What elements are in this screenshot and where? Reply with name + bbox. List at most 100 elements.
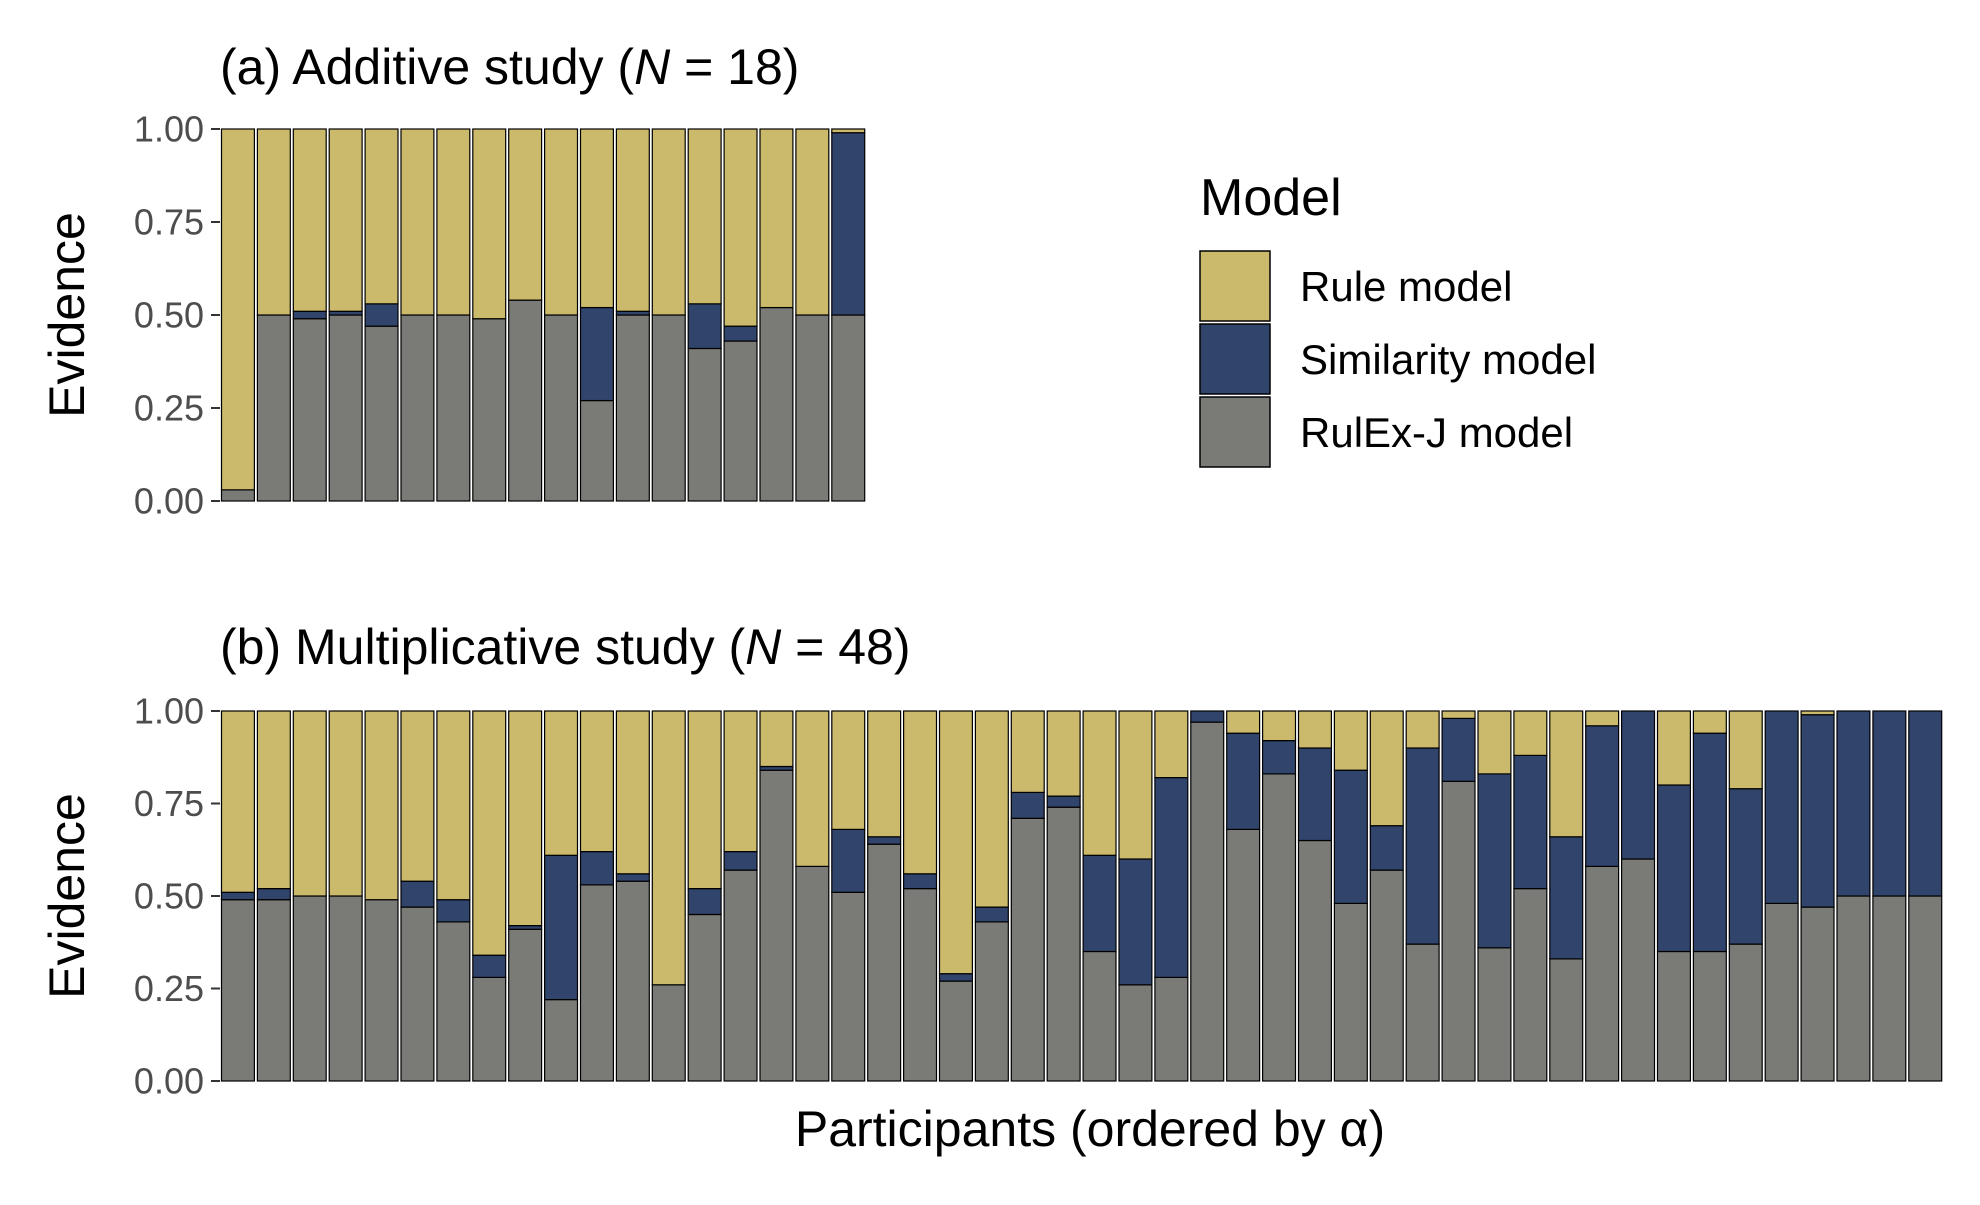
- panel-b-bar-rule: [1692, 710, 1727, 734]
- panel-b-x-axis-title: Participants (ordered by α): [795, 1101, 1385, 1157]
- panel-a-bar-rule: [795, 128, 830, 316]
- panel-b-bar-similarity: [1046, 795, 1081, 808]
- panel-b-bar-rulex: [902, 887, 938, 1082]
- panel-b-bar-similarity: [1620, 710, 1656, 860]
- panel-b-y-tick-label: 0.50: [134, 876, 204, 917]
- panel-b-bar-rule: [1441, 710, 1476, 720]
- panel-a-bar-similarity: [723, 325, 758, 342]
- panel-b-bar-rule: [1226, 710, 1261, 734]
- panel-a-bar-similarity: [687, 303, 722, 350]
- panel-a-title: (a) Additive study (N = 18): [220, 39, 799, 95]
- panel-a-bar-rulex: [472, 318, 507, 502]
- panel-b-bar-rulex: [1513, 887, 1548, 1082]
- panel-b-bar-similarity: [1297, 747, 1333, 842]
- panel-b-bar-rule: [1405, 710, 1440, 749]
- panel-a-title-prefix: (a) Additive study (: [220, 39, 634, 95]
- panel-b-bar-rulex: [472, 976, 507, 1082]
- panel-b-bar-similarity: [1190, 710, 1225, 723]
- panel-a-bar-rule: [759, 128, 794, 309]
- panel-b-bar-rule: [1477, 710, 1512, 775]
- panel-b-bar-similarity: [1800, 714, 1835, 908]
- panel-b-bar-rule: [1549, 710, 1584, 838]
- panel-b-bar-similarity: [436, 899, 471, 923]
- panel-a-bar-rule: [436, 128, 471, 316]
- panel-b-title-italic: N: [745, 619, 782, 675]
- panel-b-bar-rulex: [364, 899, 399, 1082]
- panel-b-bar-rule: [1333, 710, 1368, 771]
- panel-a-bar-rulex: [723, 340, 758, 502]
- panel-b-bar-rule: [256, 710, 291, 890]
- panel-b-bar-rulex: [1297, 839, 1333, 1082]
- panel-b-bar-rule: [938, 710, 974, 975]
- panel-b-bar-rulex: [1046, 806, 1081, 1082]
- panel-b-bar-similarity: [1154, 776, 1189, 978]
- panel-b-y-tick-label: 0.75: [134, 783, 204, 824]
- legend-title: Model: [1200, 169, 1342, 227]
- legend-label-similarity: Similarity model: [1300, 336, 1596, 383]
- panel-a-bar-rulex: [579, 399, 615, 502]
- panel-b-bar-rulex: [508, 928, 543, 1082]
- panel-b-bar-similarity: [723, 850, 758, 871]
- panel-b-bar-similarity: [1369, 825, 1404, 871]
- panel-b-bar-similarity: [902, 873, 938, 890]
- panel-b-bar-similarity: [579, 850, 615, 886]
- panel-a-bar-rule: [615, 128, 650, 312]
- panel-b-bar-rule: [687, 710, 722, 890]
- panel-b-bar-rule: [1513, 710, 1548, 757]
- panel-b-bar-rule: [472, 710, 507, 956]
- panel-b-bar-similarity: [1692, 732, 1727, 953]
- panel-b-bar-similarity: [615, 873, 650, 882]
- panel-b-bar-rulex: [1656, 950, 1692, 1082]
- panel-b-bar-rulex: [615, 880, 650, 1082]
- panel-a-bar-rulex: [292, 318, 327, 502]
- panel-a-y-axis-title: Evidence: [39, 212, 95, 418]
- panel-b-bar-similarity: [1118, 858, 1153, 986]
- panel-b-bar-similarity: [1477, 773, 1512, 949]
- panel-a-bar-rulex: [759, 306, 794, 502]
- panel-b-bar-similarity: [1549, 836, 1584, 960]
- panel-b-bar-similarity: [1405, 747, 1440, 945]
- panel-a-bar-rulex: [543, 314, 579, 502]
- panel-a-bar-similarity: [292, 310, 327, 320]
- panel-b-y-tick-label: 1.00: [134, 691, 204, 732]
- panel-b-bar-rulex: [1190, 721, 1225, 1082]
- panel-a-y-tick-label: 0.50: [134, 295, 204, 336]
- panel-b-y-axis-title: Evidence: [39, 793, 95, 999]
- panel-b-bar-rule: [292, 710, 327, 897]
- panel-a-bar-rule: [543, 128, 579, 316]
- panel-b-bar-rulex: [1010, 817, 1045, 1082]
- panel-b-bar-rulex: [1333, 902, 1368, 1082]
- legend-swatch-rulex: [1199, 396, 1271, 468]
- panel-a-bar-rule: [364, 128, 399, 305]
- panel-a-bar-rulex: [795, 314, 830, 502]
- panel-b-bar-rulex: [1154, 976, 1189, 1082]
- panel-b-bar-rulex: [1549, 958, 1584, 1082]
- panel-a-bar-rulex: [436, 314, 471, 502]
- panel-b-bar-rulex: [400, 906, 435, 1082]
- panel-b-bar-similarity: [220, 891, 256, 901]
- panel-a-bars: [220, 128, 866, 502]
- panel-b-bar-similarity: [867, 836, 902, 845]
- panel-a-bar-rule: [292, 128, 327, 312]
- panel-b-bar-rule: [579, 710, 615, 853]
- panel-b-bar-rulex: [831, 891, 866, 1082]
- panel-b-bar-rule: [831, 710, 866, 831]
- panel-b-bar-rulex: [1477, 947, 1512, 1082]
- panel-b-bar-similarity: [831, 828, 866, 893]
- panel-b-bar-rule: [328, 710, 363, 897]
- panel-b-bar-rule: [1369, 710, 1404, 827]
- panel-a-bar-rulex: [328, 314, 363, 502]
- panel-a-bar-rulex: [831, 314, 866, 502]
- panel-a-y-tick-label: 0.75: [134, 202, 204, 243]
- panel-b-bar-similarity: [687, 887, 722, 916]
- panel-a-bar-similarity: [831, 132, 866, 316]
- panel-a-bar-rule: [400, 128, 435, 316]
- panel-a-bar-rule: [328, 128, 363, 312]
- panel-b-bar-similarity: [1082, 854, 1117, 953]
- panel-a-bar-rule: [220, 128, 256, 491]
- panel-b-bar-rule: [1800, 710, 1835, 716]
- panel-a-title-suffix: = 18): [670, 39, 799, 95]
- panel-b-bar-rule: [1297, 710, 1333, 749]
- legend-label-rulex: RulEx-J model: [1300, 409, 1573, 456]
